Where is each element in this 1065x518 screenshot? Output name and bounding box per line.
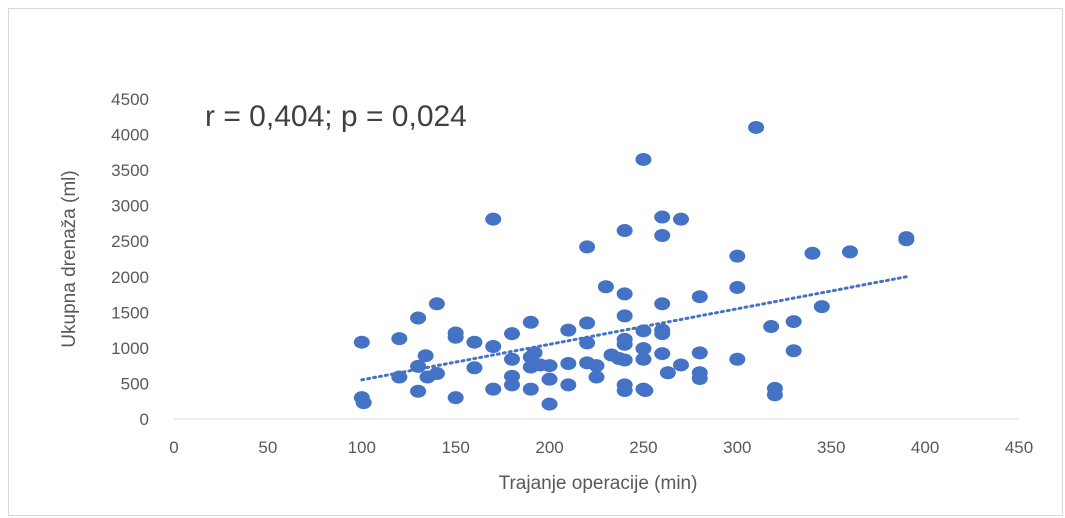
data-point [447,391,464,405]
data-point [504,327,520,341]
data-point [635,342,652,356]
x-tick-label: 50 [258,438,277,457]
data-points [353,120,915,411]
data-point [504,378,520,392]
y-tick-label: 1500 [111,303,149,322]
x-tick-label: 250 [629,438,657,457]
data-point [842,245,858,259]
y-tick-label: 2500 [111,232,149,251]
data-point [691,290,708,304]
x-tick-label: 400 [911,438,939,457]
x-tick-label: 100 [348,438,376,457]
correlation-annotation: r = 0,404; p = 0,024 [205,100,467,133]
data-point [804,246,821,260]
data-point [766,388,783,402]
x-tick-label: 0 [169,438,178,457]
data-point [659,366,676,380]
data-point [616,309,633,323]
y-tick-label: 4000 [111,126,149,145]
data-point [447,330,464,344]
data-point [673,212,689,226]
x-tick-label: 150 [441,438,469,457]
data-point [785,315,802,329]
data-point [504,352,520,366]
data-point [522,315,539,329]
data-point [813,300,830,314]
data-point [654,297,671,311]
y-tick-label: 1000 [111,339,149,358]
data-point [654,327,671,341]
y-axis-title: Ukupna drenaža (ml) [59,170,80,347]
data-point [410,384,427,398]
y-tick-labels: 0 500 1000 1500 2000 2500 3000 3500 4000 4500 [111,90,149,429]
data-point [616,337,633,351]
data-point [763,320,780,334]
data-point [485,339,502,353]
data-point [748,120,765,134]
data-point [391,370,408,384]
y-tick-label: 3000 [111,197,149,216]
data-point [616,353,633,367]
data-point [898,233,915,247]
data-point [466,335,483,349]
x-tick-labels: 0 50 100 150 200 250 300 350 400 450 [169,438,1033,457]
y-tick-label: 2000 [111,268,149,287]
data-point [691,371,708,385]
data-point [428,366,445,380]
y-tick-label: 500 [121,374,149,393]
x-tick-label: 450 [1005,438,1033,457]
data-point [635,152,652,166]
data-point [560,323,577,337]
data-point [785,344,802,358]
data-point [466,361,483,375]
data-point [541,372,558,386]
data-point [616,287,633,301]
data-point [654,229,671,243]
x-tick-label: 200 [535,438,563,457]
y-tick-label: 3500 [111,161,149,180]
data-point [588,370,605,384]
data-point [391,332,408,346]
data-point [485,382,502,396]
data-point [729,352,746,366]
data-point [560,357,577,371]
data-point [353,335,370,349]
data-point [417,349,434,363]
data-point [673,358,689,372]
data-point [616,224,633,238]
data-point [635,352,652,366]
data-point [729,280,746,294]
data-point [579,316,596,330]
data-point [729,249,746,263]
data-point [579,336,596,350]
data-point [654,210,671,224]
data-point [541,397,558,411]
y-tick-label: 4500 [111,90,149,109]
data-point [597,280,614,294]
data-point [616,384,633,398]
data-point [541,359,558,373]
data-point [485,212,502,226]
data-point [428,297,445,311]
x-tick-label: 300 [723,438,751,457]
data-point [522,382,539,396]
data-point [410,359,427,373]
x-axis-title: Trajanje operacije (min) [499,473,698,494]
data-point [579,240,596,254]
y-tick-label: 0 [140,410,149,429]
data-point [526,346,543,360]
data-point [691,346,708,360]
chart-frame [8,8,1063,516]
data-point [410,311,427,325]
data-point [355,396,372,410]
data-point [588,359,605,373]
data-point [637,384,654,398]
x-tick-label: 350 [817,438,845,457]
data-point [654,347,671,361]
data-point [635,324,652,338]
data-point [560,378,577,392]
trendline [360,275,908,382]
